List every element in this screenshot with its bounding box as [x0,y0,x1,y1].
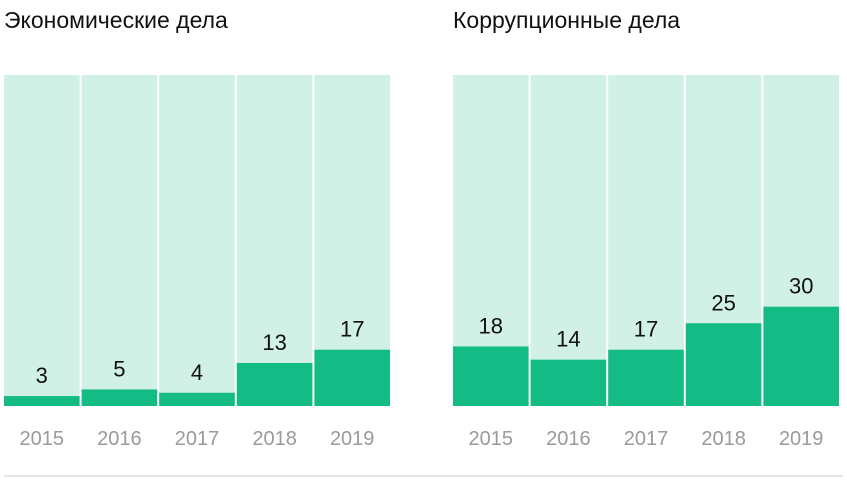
column-background [81,75,158,406]
bar [236,362,313,406]
data-label: 17 [340,317,364,342]
bar [685,323,762,406]
data-label: 25 [711,290,735,315]
column-background [530,75,607,406]
bar [159,392,235,406]
data-label: 18 [479,313,503,338]
data-label: 13 [262,330,286,355]
column-background [4,75,80,406]
bar [4,396,80,406]
bottom-divider [4,475,843,477]
x-tick-label: 2016 [97,428,142,450]
data-label: 30 [789,274,813,299]
data-label: 14 [556,327,580,352]
data-label: 4 [191,360,203,385]
bar [314,349,390,406]
column-background [236,75,313,406]
x-tick-label: 2018 [701,428,746,450]
data-label: 5 [113,356,125,381]
column-background [159,75,235,406]
x-tick-label: 2019 [330,428,375,450]
x-tick-label: 2017 [175,428,220,450]
x-tick-label: 2017 [624,428,669,450]
data-label: 17 [634,317,658,342]
bar [453,346,529,406]
chart-title-corruption: Коррупционные дела [453,7,681,33]
x-tick-label: 2016 [546,428,591,450]
bar [763,306,839,406]
bar [608,349,684,406]
x-tick-label: 2015 [469,428,514,450]
x-tick-label: 2018 [252,428,297,450]
chart-title-economic: Экономические дела [4,7,228,33]
bar [81,389,158,406]
x-tick-label: 2019 [779,428,824,450]
data-label: 3 [36,363,48,388]
bar [530,359,607,406]
x-tick-label: 2015 [20,428,65,450]
